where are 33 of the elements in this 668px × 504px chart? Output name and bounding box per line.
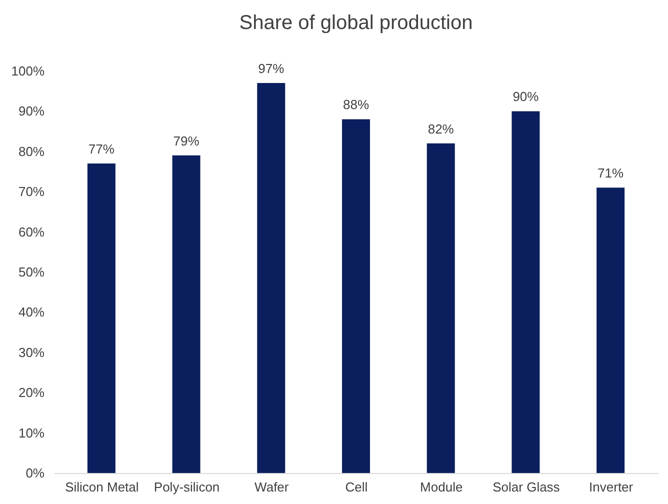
y-tick-label: 70% [18,184,45,200]
data-label: 90% [512,89,540,104]
y-tick-label: 50% [18,264,45,280]
y-tick-label: 10% [18,425,45,440]
y-tick-label: 60% [18,224,45,240]
x-tick-label: Inverter [589,480,634,494]
bar [512,111,540,473]
chart-title: Share of global production [239,12,473,34]
y-tick-label: 30% [18,344,45,360]
data-label: 88% [342,97,370,112]
y-tick-label: 0% [26,466,45,480]
bar [342,119,370,473]
bar [172,155,200,473]
x-tick-label: Cell [345,480,368,494]
bar [426,143,455,473]
data-label: 97% [258,61,285,76]
y-tick-label: 40% [18,304,45,320]
y-tick-label: 80% [18,144,45,159]
x-tick-label: Silicon Metal [65,480,139,494]
data-label: 71% [598,166,624,181]
data-label: 82% [428,121,454,136]
y-tick-label: 90% [18,104,45,119]
data-label: 77% [88,141,115,156]
x-tick-label: Solar Glass [492,480,560,494]
y-tick-label: 20% [18,385,45,400]
x-tick-label: Module [420,480,463,494]
data-label: 79% [173,133,200,148]
bar [596,188,625,473]
x-tick-label: Wafer [254,480,290,494]
bar [257,83,286,473]
bar [87,163,116,473]
x-tick-label: Poly-silicon [154,480,220,494]
y-tick-label: 100% [11,64,45,78]
